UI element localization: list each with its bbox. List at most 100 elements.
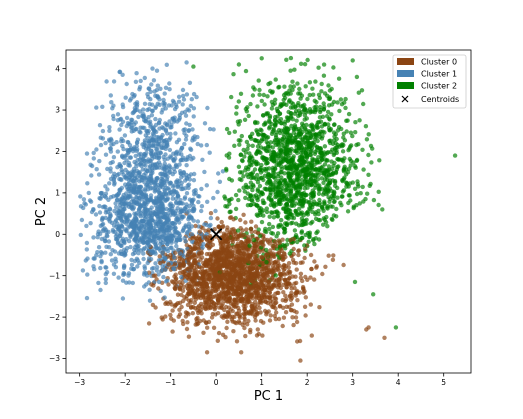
cluster-1-point [191,91,197,97]
cluster-2-point [273,273,278,278]
cluster-2-point [286,117,291,122]
cluster-1-point [183,186,188,191]
cluster-1-point [123,182,128,187]
cluster-1-point [167,87,172,92]
cluster-2-point [331,99,337,105]
cluster-1-point [142,264,147,269]
cluster-1-point [148,193,154,198]
cluster-1-point [103,250,108,255]
cluster-2-point [273,176,278,181]
cluster-0-point [270,299,275,304]
cluster-2-point [261,213,266,218]
cluster-2-point [254,162,259,167]
cluster-2-point [274,137,279,142]
cluster-2-point [245,146,250,152]
cluster-2-point [328,127,334,132]
cluster-2-point [289,203,294,209]
cluster-2-point [307,230,312,235]
cluster-1-point [171,266,176,271]
cluster-0-point [364,327,369,332]
cluster-0-point [180,288,186,293]
cluster-1-point [200,245,205,250]
cluster-2-point [250,131,255,136]
cluster-2-point [275,114,280,119]
cluster-0-point [195,287,200,293]
cluster-0-point [281,315,287,320]
cluster-2-point [278,151,283,156]
cluster-1-point [144,282,149,287]
cluster-0-point [259,300,264,305]
cluster-1-point [134,201,140,207]
cluster-0-point [242,254,247,260]
cluster-0-point [253,224,259,229]
cluster-1-point [180,228,185,234]
cluster-1-point [176,137,182,142]
cluster-1-point [97,123,103,128]
cluster-2-point [246,113,251,119]
cluster-2-point [321,62,327,67]
cluster-0-point [240,245,245,251]
cluster-2-point [280,155,286,160]
cluster-0-point [206,272,211,278]
cluster-2-point [346,111,352,117]
cluster-0-point [146,321,152,326]
cluster-2-point [365,191,370,196]
cluster-1-point [84,247,90,252]
cluster-1-point [142,118,147,123]
cluster-0-point [323,264,328,269]
cluster-2-point [325,177,330,183]
cluster-2-point [297,86,302,92]
cluster-1-point [92,256,97,261]
cluster-2-point [288,68,293,73]
cluster-1-point [141,153,147,159]
cluster-0-point [218,247,224,252]
cluster-0-point [282,272,287,277]
cluster-1-point [123,167,128,173]
cluster-2-point [338,200,343,205]
cluster-2-point [229,94,234,100]
cluster-1-point [156,198,162,203]
cluster-1-point [192,171,197,177]
cluster-0-point [193,223,198,229]
cluster-1-point [120,278,126,283]
cluster-2-point [286,138,291,144]
cluster-1-point [111,271,117,276]
cluster-1-point [151,125,156,130]
cluster-1-point [160,201,165,207]
cluster-2-point [303,177,309,182]
cluster-1-point [143,192,148,197]
cluster-1-point [166,191,171,196]
cluster-2-point [298,186,303,191]
cluster-2-point [310,191,316,196]
cluster-1-point [191,178,197,183]
cluster-2-point [276,224,281,230]
cluster-1-point [124,115,130,121]
cluster-1-point [139,188,144,194]
cluster-2-point [255,187,260,192]
cluster-1-point [84,223,89,229]
cluster-2-point [267,124,272,130]
cluster-2-point [299,154,304,160]
cluster-0-point [242,325,247,331]
cluster-2-point [360,184,365,190]
cluster-2-point [277,181,282,186]
cluster-1-point [162,161,167,166]
cluster-0-point [292,281,297,286]
cluster-2-point [234,105,239,110]
cluster-1-point [125,120,131,126]
cluster-1-point [142,199,148,205]
cluster-2-point [322,122,328,127]
cluster-1-point [205,105,210,111]
cluster-2-point [290,79,295,84]
cluster-2-point [239,133,244,139]
cluster-0-point [220,285,225,291]
cluster-1-point [111,113,116,119]
cluster-1-point [98,190,104,196]
cluster-2-point [377,158,382,163]
cluster-1-point [108,93,114,98]
cluster-2-point [352,186,358,191]
cluster-1-point [190,127,195,132]
x-tick-label: 3 [350,378,355,387]
cluster-0-point [246,299,251,305]
cluster-1-point [148,198,153,203]
